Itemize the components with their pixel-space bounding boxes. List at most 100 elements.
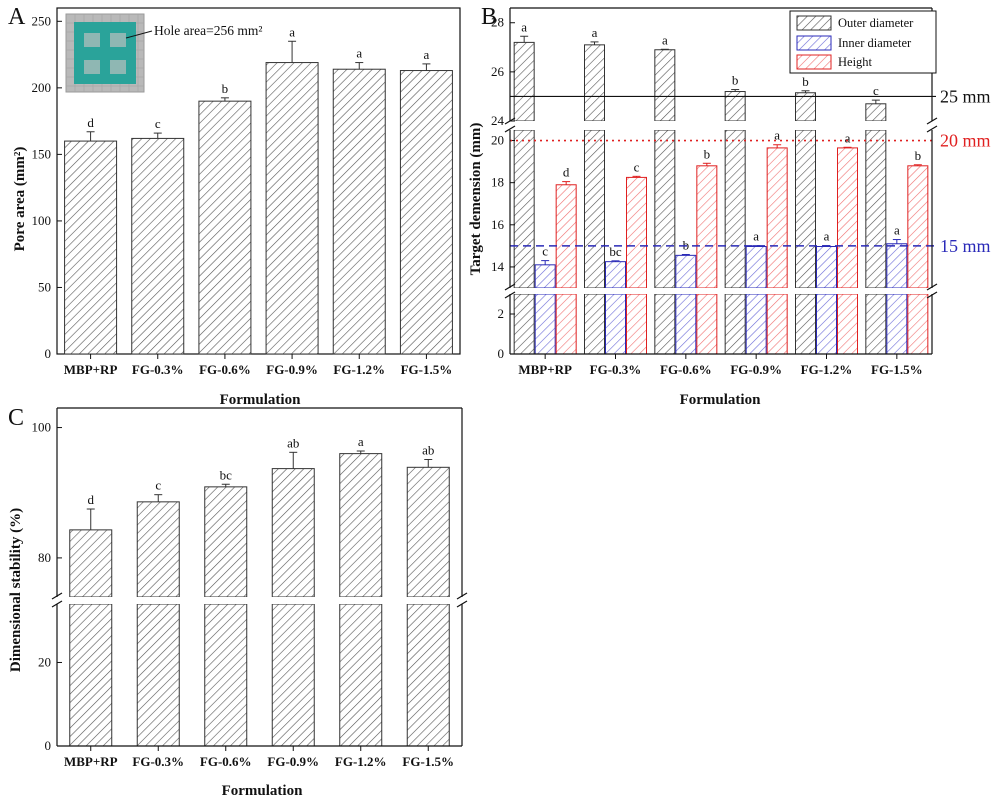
y-axis-title-c: Dimensional stability (%) — [8, 508, 24, 672]
bar-b-inner-diameter-fg-1-2 — [816, 245, 837, 289]
axis-break-mark — [456, 592, 468, 600]
bar-b-inner-diameter-fg-1-5 — [886, 293, 908, 355]
bar-c-fg-0-9 — [271, 603, 315, 747]
category-label-b: FG-1.5% — [871, 362, 923, 377]
significance-label-b: a — [894, 223, 900, 238]
bar-b-outer-diameter-mbp-rp — [513, 129, 535, 289]
bar-b-outer-diameter-fg-0-6 — [654, 293, 676, 355]
bar-b-height-fg-0-3 — [626, 293, 647, 355]
category-label-c: FG-0.6% — [200, 754, 252, 769]
bar-a-fg-0-6 — [198, 100, 252, 355]
axis-break-mark — [456, 600, 468, 608]
category-labels-b: MBP+RP FG-0.3% FG-0.6% FG-0.9% FG-1.2% FG-1.5… — [518, 354, 923, 377]
y-tick-label-b: 20 — [491, 133, 504, 148]
y-tick-label-b: 0 — [498, 346, 505, 361]
bar-b-inner-diameter-fg-1-5 — [886, 243, 908, 289]
significance-label-a: c — [155, 116, 161, 131]
bar-a-fg-1-5 — [399, 70, 453, 355]
bars-b: a c d a bc c a b b b a a b a a c a b — [510, 19, 932, 355]
y-tick-label-a: 150 — [32, 146, 52, 161]
legend-label-outer: Outer diameter — [838, 16, 914, 30]
significance-label-b: a — [662, 32, 668, 47]
axis-break-gap — [57, 597, 462, 604]
y-tick-label-c: 20 — [38, 654, 51, 669]
category-label-c: FG-1.2% — [335, 754, 387, 769]
bar-b-outer-diameter-fg-1-5 — [865, 103, 887, 122]
axis-break-mark — [926, 117, 938, 125]
bar-b-inner-diameter-fg-0-3 — [605, 293, 626, 355]
inset-pointer-line — [125, 30, 153, 39]
bar-a-fg-1-2 — [332, 68, 386, 355]
category-label-a: FG-1.5% — [401, 362, 453, 377]
y-tick-label-a: 250 — [32, 13, 52, 28]
significance-label-a: b — [222, 81, 229, 96]
bar-c-fg-0-6 — [204, 603, 248, 747]
category-labels-c: MBP+RP FG-0.3% FG-0.6% FG-0.9% FG-1.2% FG-1.5… — [64, 746, 454, 769]
bar-b-height-fg-1-2 — [837, 147, 858, 289]
axis-break-mark — [504, 283, 516, 291]
bar-c-fg-0-9 — [271, 468, 315, 598]
panel-letter-a: A — [8, 4, 26, 30]
bar-c-mbp-rp — [69, 603, 113, 747]
significance-label-b: b — [732, 73, 739, 88]
bar-b-height-fg-0-9 — [766, 147, 788, 289]
significance-label-c: ab — [287, 435, 299, 450]
bar-c-fg-1-2 — [339, 453, 383, 598]
bar-c-fg-0-6 — [204, 486, 248, 598]
axis-break-mark — [51, 600, 63, 608]
significance-label-b: b — [704, 146, 711, 161]
bar-b-outer-diameter-fg-1-5 — [865, 129, 887, 289]
y-tick-label-c: 0 — [45, 738, 52, 753]
significance-label-c: bc — [220, 467, 233, 482]
bar-b-inner-diameter-mbp-rp — [534, 264, 556, 289]
y-tick-label-a: 0 — [45, 346, 52, 361]
y-tick-label-b: 16 — [491, 217, 505, 232]
bar-b-outer-diameter-mbp-rp — [513, 293, 535, 355]
bar-b-outer-diameter-fg-0-3 — [584, 44, 605, 122]
y-tick-label-b: 24 — [491, 113, 505, 128]
reference-label-20-mm: 20 mm — [940, 131, 991, 151]
reference-lines-b: 25 mm 20 mm 15 mm — [510, 86, 991, 256]
bar-b-height-fg-0-9 — [766, 293, 788, 355]
bar-b-height-fg-1-5 — [907, 293, 929, 355]
significance-label-b: a — [592, 25, 598, 40]
legend-b: Outer diameter Inner diameter Height — [789, 10, 937, 74]
bar-b-height-fg-0-3 — [626, 176, 647, 289]
y-tick-label-a: 100 — [32, 213, 52, 228]
axis-break-mark — [504, 117, 516, 125]
y-axis-title-a: Pore area (mm²) — [12, 147, 28, 252]
significance-label-b: a — [845, 130, 851, 145]
legend-label-height: Height — [838, 55, 873, 69]
bar-b-inner-diameter-mbp-rp — [534, 293, 556, 355]
panel-b: B Target demension (mm) Formulation acda… — [468, 4, 991, 408]
significance-label-b: b — [915, 148, 922, 163]
legend-swatch-inner — [796, 35, 832, 51]
bar-b-outer-diameter-mbp-rp — [513, 41, 535, 122]
category-label-a: FG-1.2% — [333, 362, 385, 377]
bars-c: d c bc ab a ab — [57, 434, 462, 747]
panel-letter-c: C — [8, 405, 24, 431]
significance-label-b: a — [824, 229, 830, 244]
y-tick-label-b: 18 — [491, 175, 504, 190]
category-label-b: FG-0.6% — [660, 362, 712, 377]
category-label-b: MBP+RP — [518, 362, 572, 377]
x-axis-title-b: Formulation — [680, 392, 761, 408]
category-label-c: MBP+RP — [64, 754, 118, 769]
significance-label-b: b — [683, 238, 690, 253]
bars-a: d c b a a a — [64, 24, 453, 355]
axis-break-gap — [510, 288, 932, 294]
bar-c-fg-1-5 — [406, 466, 450, 598]
bar-b-outer-diameter-fg-1-2 — [795, 293, 816, 355]
panel-a: A Pore area (mm²) Formulation 0 50 100 150 2… — [8, 4, 461, 408]
significance-label-b: c — [873, 83, 879, 98]
bar-b-outer-diameter-fg-0-3 — [584, 129, 605, 289]
significance-label-b: b — [802, 74, 809, 89]
bar-b-height-fg-1-5 — [907, 165, 929, 289]
bar-b-outer-diameter-fg-0-9 — [724, 129, 746, 289]
y-tick-label-b: 28 — [491, 15, 504, 30]
x-axis-title-a: Formulation — [220, 392, 301, 408]
y-tick-label-a: 50 — [38, 279, 51, 294]
bar-b-inner-diameter-fg-0-6 — [675, 293, 697, 355]
axis-break-mark — [504, 291, 516, 299]
